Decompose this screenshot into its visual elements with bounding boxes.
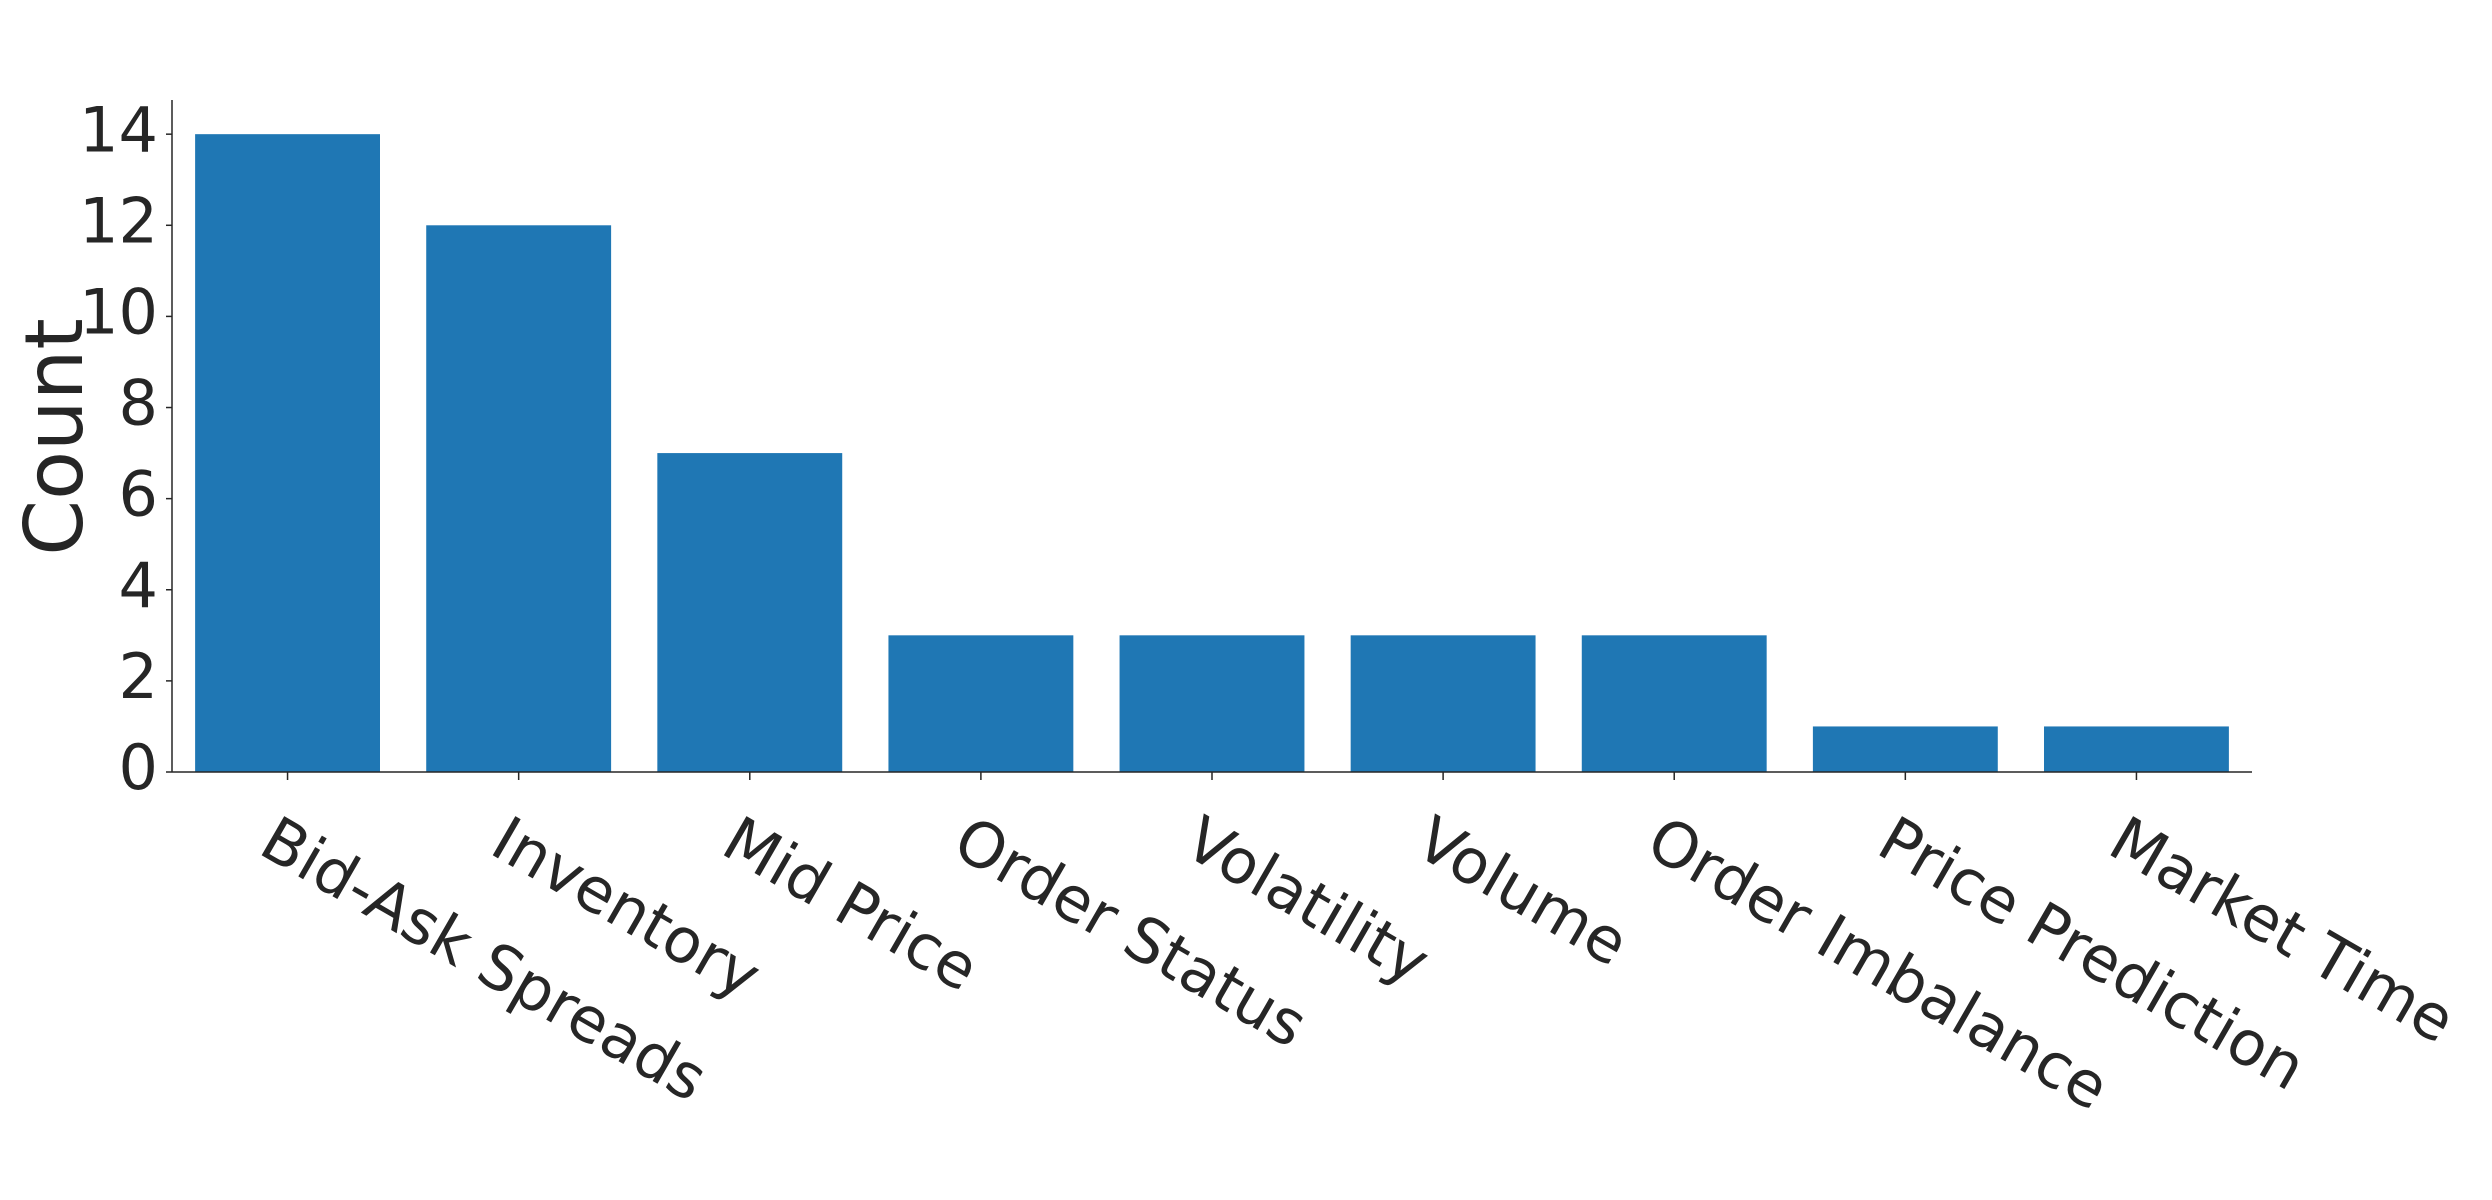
- y-tick-label: 4: [119, 549, 158, 622]
- bar: [1812, 726, 1998, 772]
- bar: [1581, 635, 1767, 772]
- bar: [1119, 635, 1305, 772]
- y-tick-label: 6: [119, 458, 158, 531]
- bar: [888, 635, 1074, 772]
- bar: [195, 134, 380, 772]
- bar: [657, 453, 843, 772]
- y-tick-label: 14: [79, 93, 158, 166]
- y-tick-label: 2: [119, 640, 158, 713]
- y-tick-label: 0: [119, 731, 158, 804]
- y-axis-label: Count: [8, 318, 101, 556]
- bar: [2044, 726, 2229, 772]
- x-tick-label: Volume: [1404, 802, 1640, 981]
- bar: [426, 225, 612, 772]
- bar: [1350, 635, 1536, 772]
- y-tick-label: 8: [119, 367, 158, 440]
- y-tick-label: 12: [79, 184, 158, 257]
- y-tick-label: 10: [79, 276, 158, 349]
